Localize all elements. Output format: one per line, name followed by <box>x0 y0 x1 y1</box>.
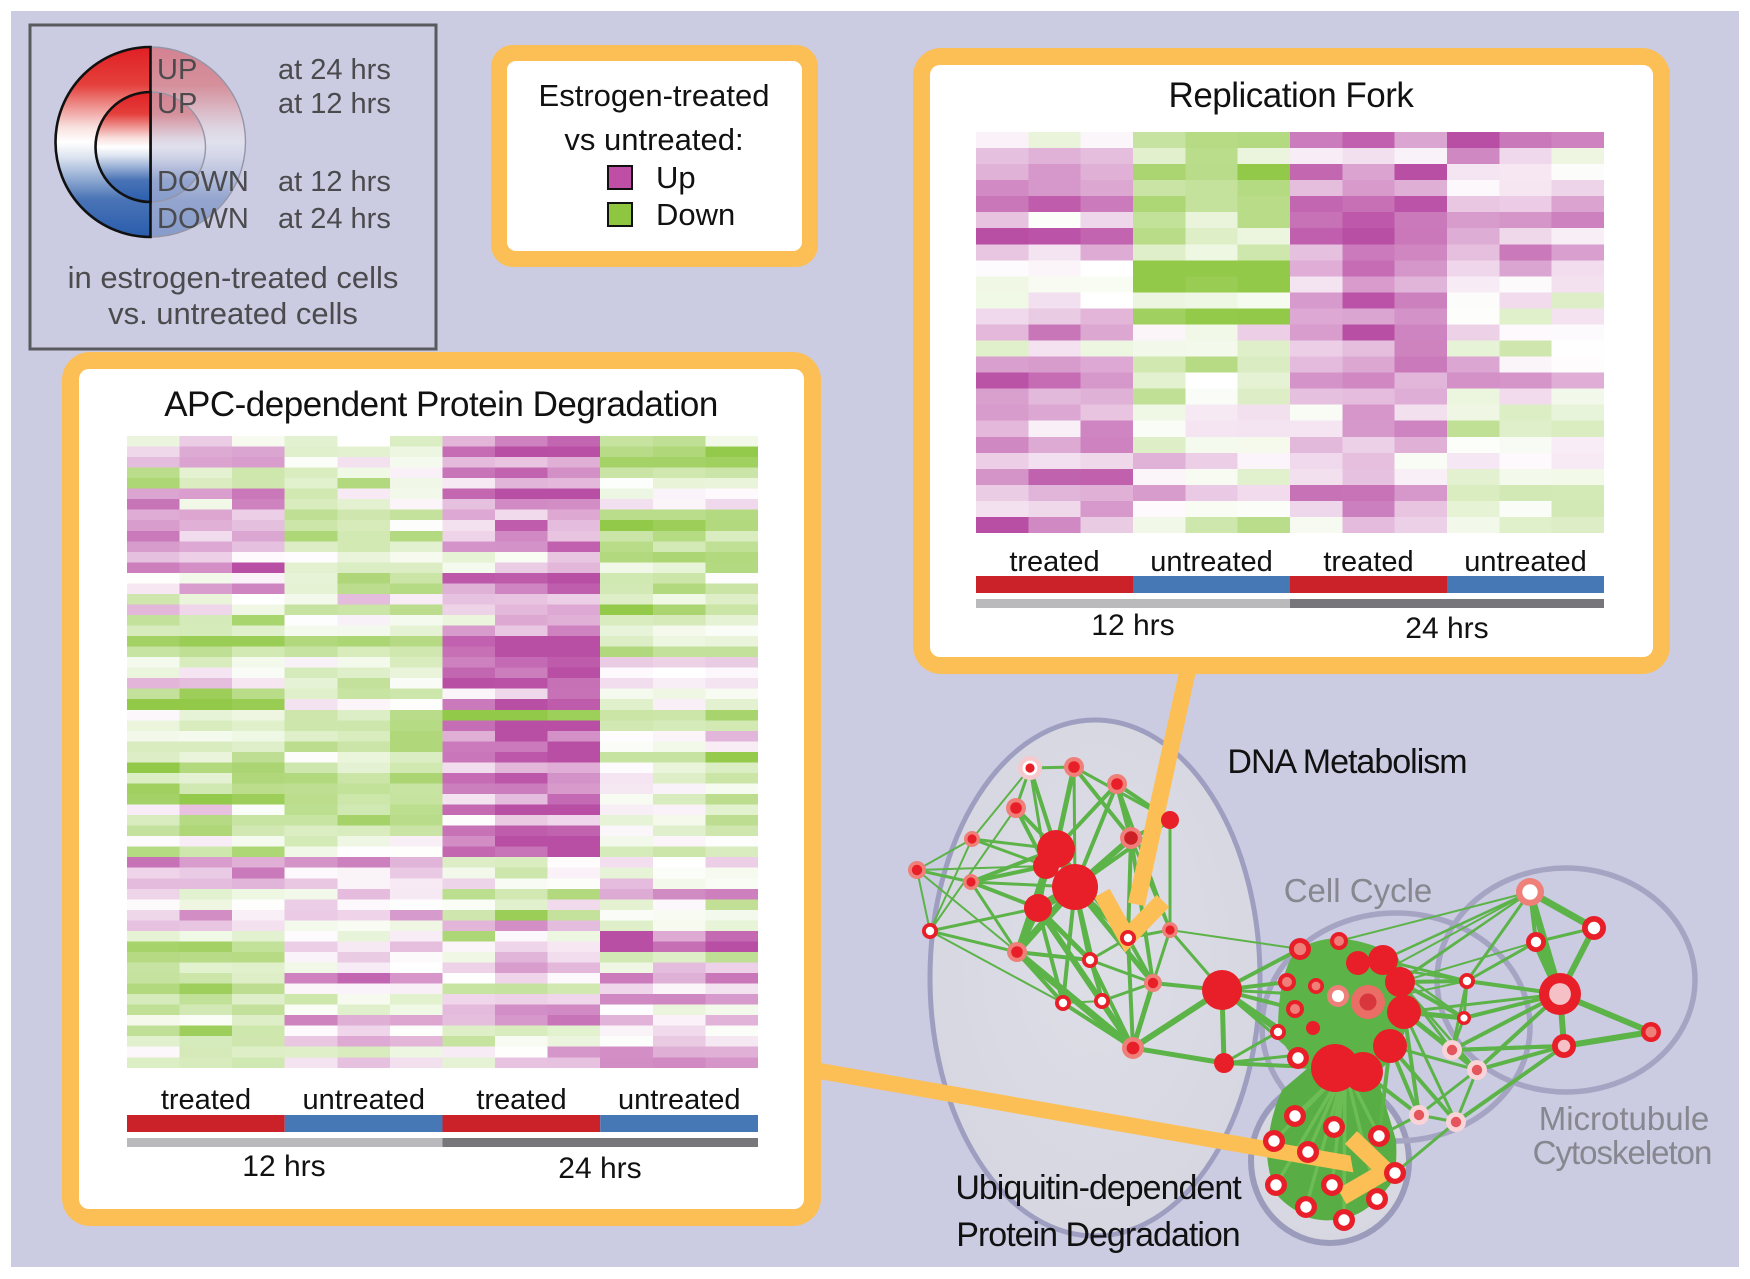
svg-text:vs untreated:: vs untreated: <box>564 122 743 157</box>
svg-text:24 hrs: 24 hrs <box>558 1152 641 1185</box>
svg-text:Replication Fork: Replication Fork <box>1169 76 1415 115</box>
svg-text:vs. untreated cells: vs. untreated cells <box>108 296 358 331</box>
svg-text:24 hrs: 24 hrs <box>1405 612 1488 645</box>
svg-text:treated: treated <box>161 1084 251 1116</box>
svg-text:treated: treated <box>1009 546 1099 578</box>
svg-text:untreated: untreated <box>618 1084 741 1116</box>
svg-text:DOWN: DOWN <box>157 166 249 198</box>
svg-text:12 hrs: 12 hrs <box>1091 609 1174 642</box>
svg-text:at 12 hrs: at 12 hrs <box>278 88 391 120</box>
svg-text:DNA Metabolism: DNA Metabolism <box>1227 743 1466 781</box>
svg-text:in estrogen-treated cells: in estrogen-treated cells <box>68 260 399 295</box>
svg-text:12 hrs: 12 hrs <box>242 1150 325 1183</box>
svg-text:Microtubule: Microtubule <box>1539 1100 1710 1137</box>
svg-text:at 24 hrs: at 24 hrs <box>278 203 391 235</box>
svg-text:UP: UP <box>157 54 197 86</box>
svg-text:Cytoskeleton: Cytoskeleton <box>1533 1134 1712 1171</box>
svg-text:at 24 hrs: at 24 hrs <box>278 54 391 86</box>
svg-text:Protein Degradation: Protein Degradation <box>956 1216 1239 1254</box>
svg-text:Estrogen-treated: Estrogen-treated <box>539 78 770 113</box>
svg-text:Cell Cycle: Cell Cycle <box>1284 872 1433 909</box>
svg-text:untreated: untreated <box>302 1084 425 1116</box>
svg-text:untreated: untreated <box>1150 546 1273 578</box>
svg-text:treated: treated <box>476 1084 566 1116</box>
svg-text:Down: Down <box>656 197 735 232</box>
svg-text:at 12 hrs: at 12 hrs <box>278 166 391 198</box>
svg-text:treated: treated <box>1323 546 1413 578</box>
svg-text:Ubiquitin-dependent: Ubiquitin-dependent <box>955 1169 1242 1207</box>
svg-text:Up: Up <box>656 160 696 195</box>
svg-text:untreated: untreated <box>1464 546 1587 578</box>
svg-text:UP: UP <box>157 88 197 120</box>
svg-text:DOWN: DOWN <box>157 203 249 235</box>
svg-text:APC-dependent Protein Degradat: APC-dependent Protein Degradation <box>164 385 718 424</box>
